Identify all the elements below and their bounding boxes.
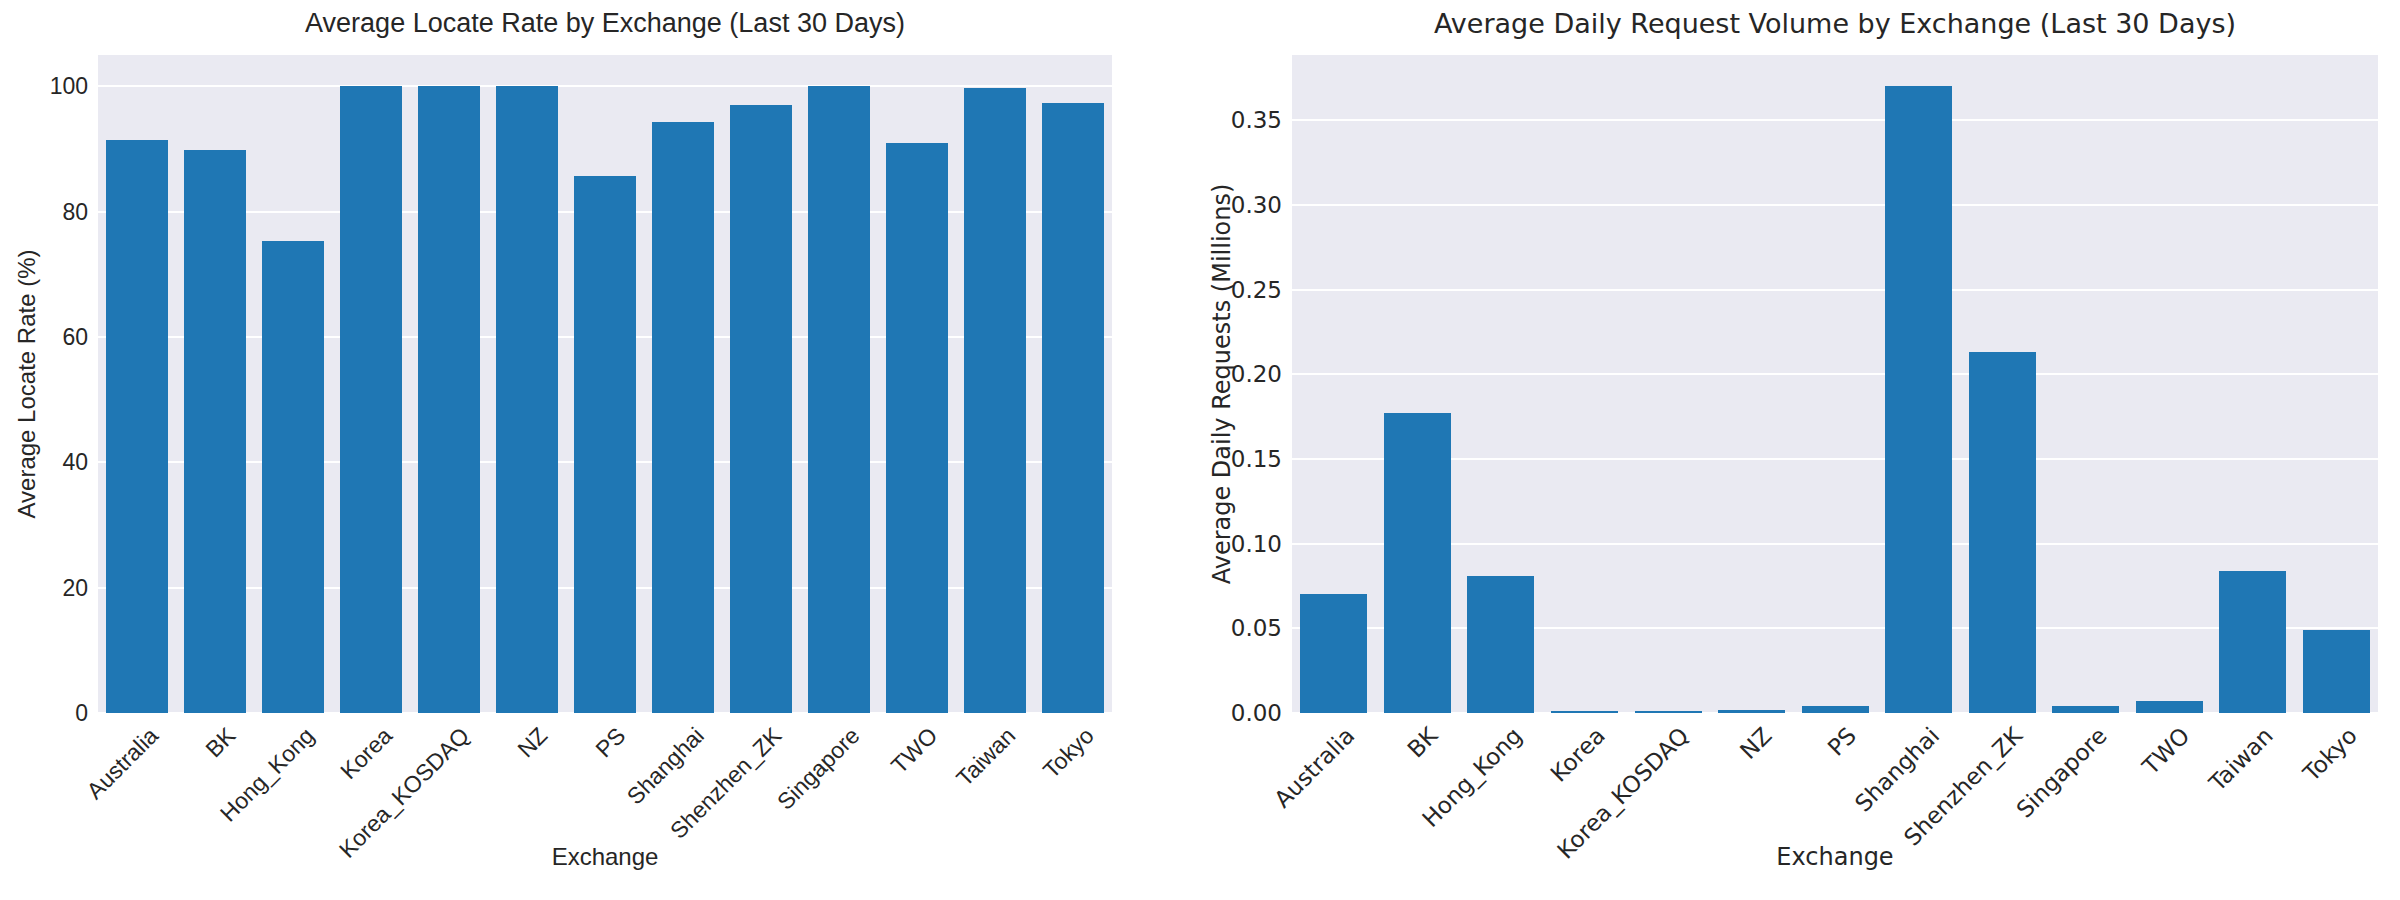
y-tick-label: 0.20 bbox=[1192, 363, 1282, 386]
y-tick-label: 0.30 bbox=[1192, 193, 1282, 216]
x-tick-label: NZ bbox=[1736, 723, 1777, 764]
x-tick-label: TWO bbox=[2138, 723, 2195, 780]
y-tick-label: 0.00 bbox=[1192, 702, 1282, 725]
bar-Australia bbox=[1300, 594, 1367, 713]
x-tick-label: Taiwan bbox=[2205, 723, 2278, 796]
y-tick-label: 0.35 bbox=[1192, 109, 1282, 132]
x-axis-label: Exchange bbox=[1776, 843, 1893, 871]
bar-Singapore bbox=[2052, 706, 2119, 713]
bar-TWO bbox=[2136, 701, 2203, 713]
bar-Korea bbox=[1551, 711, 1618, 713]
x-tick-label: Korea bbox=[1546, 723, 1610, 787]
gridline bbox=[1292, 627, 2378, 629]
bar-Shanghai bbox=[1885, 86, 1952, 713]
plot-area bbox=[1292, 55, 2378, 713]
chart-title: Average Daily Request Volume by Exchange… bbox=[1434, 8, 2236, 39]
bar-Shenzhen_ZK bbox=[1969, 352, 2036, 713]
bar-Hong_Kong bbox=[1467, 576, 1534, 713]
x-tick-label: Singapore bbox=[2012, 723, 2112, 823]
bar-BK bbox=[1384, 413, 1451, 713]
bar-Tokyo bbox=[2303, 630, 2370, 713]
x-tick-label: Australia bbox=[1270, 723, 1360, 813]
bar-NZ bbox=[1718, 710, 1785, 713]
gridline bbox=[1292, 373, 2378, 375]
y-tick-label: 0.05 bbox=[1192, 617, 1282, 640]
y-tick-label: 0.25 bbox=[1192, 278, 1282, 301]
y-tick-label: 0.10 bbox=[1192, 532, 1282, 555]
x-tick-label: BK bbox=[1403, 723, 1443, 763]
x-tick-label: Tokyo bbox=[2299, 723, 2362, 786]
bar-PS bbox=[1802, 706, 1869, 713]
figure: Average Locate Rate by Exchange (Last 30… bbox=[0, 0, 2400, 900]
gridline bbox=[1292, 289, 2378, 291]
x-tick-label: PS bbox=[1823, 723, 1861, 761]
gridline bbox=[1292, 119, 2378, 121]
bar-Taiwan bbox=[2219, 571, 2286, 713]
gridline bbox=[1292, 543, 2378, 545]
gridline bbox=[1292, 458, 2378, 460]
bar-Korea_KOSDAQ bbox=[1635, 711, 1702, 713]
request-volume-chart: Average Daily Request Volume by Exchange… bbox=[0, 0, 2400, 900]
gridline bbox=[1292, 204, 2378, 206]
y-tick-label: 0.15 bbox=[1192, 447, 1282, 470]
